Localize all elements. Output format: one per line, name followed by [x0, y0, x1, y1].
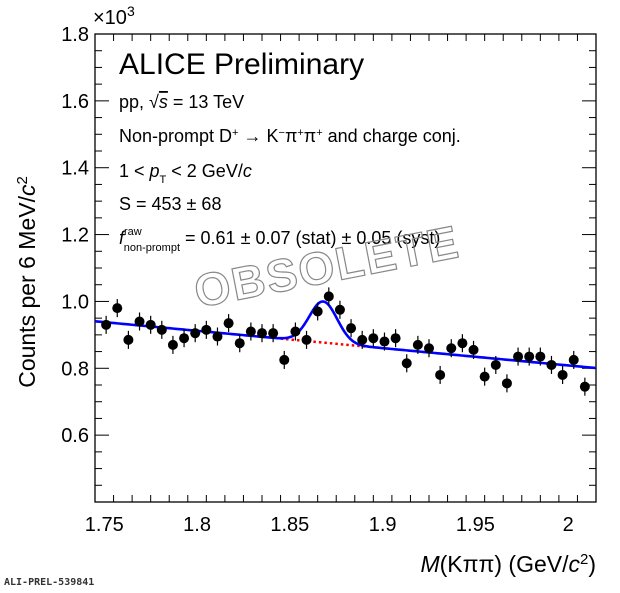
y-tick-label: 1.2	[61, 225, 89, 247]
data-point	[268, 328, 279, 339]
data-point	[490, 359, 501, 370]
y-tick-label: 1.8	[61, 24, 89, 46]
x-axis-title: M(Kππ) (GeV/c2)	[420, 551, 596, 578]
y-tick-label: 1.6	[61, 91, 89, 113]
decay-label: Non-prompt D+ → K−π+π+ and charge conj.	[119, 126, 461, 146]
data-point	[424, 343, 434, 354]
data-point	[323, 291, 334, 302]
data-point	[156, 324, 167, 335]
data-point	[513, 351, 524, 362]
data-point	[334, 304, 345, 315]
data-point	[279, 354, 290, 365]
total-fit-curve	[94, 300, 596, 370]
x-tick-label: 2	[563, 514, 574, 536]
y-tick-label: 1.4	[61, 158, 89, 180]
x-tick-label: 1.8	[183, 514, 211, 536]
y-tick-label: 0.8	[61, 358, 89, 380]
fraction-label: fraw non-prompt = 0.61 ± 0.07 (stat) ± 0.…	[119, 226, 440, 254]
data-point	[479, 371, 490, 382]
x-tick-label: 1.75	[85, 514, 124, 536]
figure-id: ALI-PREL-539841	[4, 577, 95, 588]
signal-label: S = 453 ± 68	[119, 194, 221, 214]
annotations: ALICE Preliminary pp, √s = 13 TeV Non-pr…	[119, 48, 461, 254]
data-point	[390, 333, 401, 344]
y-axis-multiplier: ×103	[93, 3, 135, 29]
data-point	[557, 369, 568, 380]
x-tick-label: 1.85	[270, 514, 309, 536]
pt-range-label: 1 < pT < 2 GeV/c	[119, 161, 252, 186]
data-point	[245, 326, 256, 337]
data-point	[535, 351, 546, 362]
data-point	[357, 334, 368, 345]
data-point	[401, 358, 412, 369]
data-point	[579, 381, 590, 392]
data-point	[223, 318, 234, 329]
data-point	[446, 343, 457, 354]
data-point	[546, 359, 557, 370]
data-point	[123, 334, 134, 345]
data-point	[379, 336, 390, 347]
y-axis-title: Counts per 6 MeV/c2	[14, 176, 41, 388]
y-tick-label: 1.0	[61, 291, 89, 313]
experiment-label: ALICE Preliminary	[119, 48, 364, 81]
data-point	[167, 339, 178, 350]
data-point	[234, 338, 245, 349]
data-point	[201, 324, 212, 335]
data-points	[101, 287, 590, 396]
data-point	[501, 378, 512, 389]
data-point	[134, 316, 145, 327]
data-point	[412, 339, 423, 350]
x-tick-label: 1.9	[369, 514, 397, 536]
axis-tick-labels: 1.75 1.8 1.85 1.9 1.95 2 0.6 0.8 1.0 1.2 1.4 1.6 1.8	[61, 24, 574, 536]
data-point	[190, 328, 201, 339]
data-point	[179, 333, 190, 344]
y-tick-label: 0.6	[61, 425, 89, 447]
x-tick-label: 1.95	[456, 514, 495, 536]
data-point	[257, 328, 267, 339]
data-point	[301, 334, 312, 345]
data-point	[457, 338, 468, 349]
data-point	[112, 303, 123, 314]
data-point	[212, 331, 223, 342]
data-point	[435, 369, 446, 380]
data-point	[524, 351, 535, 362]
data-point	[145, 319, 156, 330]
data-point	[346, 323, 357, 334]
data-point	[312, 306, 323, 317]
background-fit-curve	[280, 337, 374, 349]
data-point	[368, 333, 379, 344]
data-point	[568, 354, 579, 365]
data-point	[290, 326, 301, 337]
system-label: pp, √s = 13 TeV	[119, 92, 244, 112]
data-point	[101, 319, 112, 330]
data-point	[468, 344, 479, 355]
